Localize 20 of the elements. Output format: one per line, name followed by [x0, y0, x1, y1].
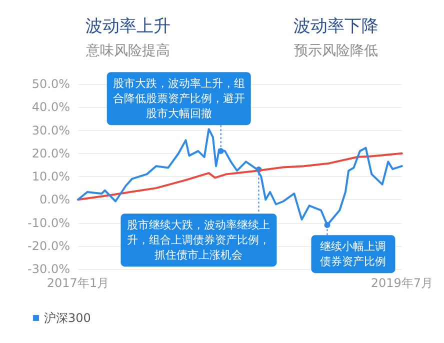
text: 意味风险提高	[85, 43, 170, 59]
x-tick-label: 2017年1月	[46, 276, 110, 290]
y-tick-label: -20.0%	[28, 238, 70, 253]
x-tick-label: 2019年7月	[370, 276, 434, 290]
text: 预示风险降低	[294, 43, 378, 59]
annotation: 股市继续大跌，波动率继续上升，组合上调债券资产比例，抓住债市上涨机会	[127, 218, 270, 262]
y-tick-label: 10.0%	[32, 170, 70, 184]
y-tick-label: 50.0%	[32, 77, 70, 91]
y-tick-label: -30.0%	[28, 262, 70, 276]
text: 波动率下降	[294, 16, 378, 36]
annotation: 股市大跌，波动率上升，组合降低股票资产比例，避开股市大幅回撤	[112, 77, 245, 120]
y-tick-label: -10.0%	[28, 216, 70, 230]
text: 波动率上升	[86, 16, 170, 36]
y-tick-label: 30.0%	[32, 123, 70, 138]
y-tick-label: 40.0%	[32, 100, 70, 114]
legend-label: 沪深300	[44, 311, 91, 325]
y-tick-label: 20.0%	[32, 146, 70, 160]
annotation: 继续小幅上调债券资产比例	[320, 240, 386, 268]
y-tick-label: 0.0%	[40, 192, 70, 207]
line-series	[77, 152, 403, 201]
